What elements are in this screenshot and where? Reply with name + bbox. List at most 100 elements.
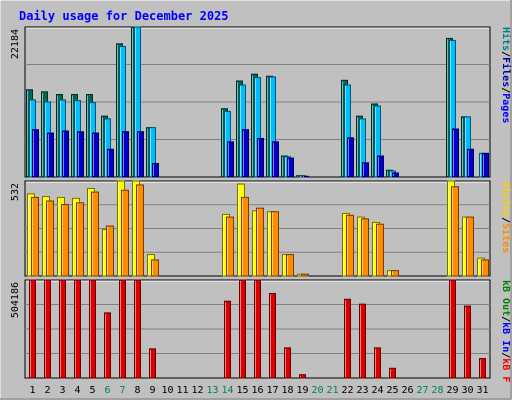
panel-hits-ymax-label: 22184 [10,29,21,59]
panel-visits-legend-text: Visits/Sites [500,181,512,253]
legend-hits: Hits [500,27,512,51]
bar-visits-sites-day-31 [481,259,489,277]
bar-visits-sites-day-5 [91,191,99,277]
legend-separator: / [500,87,511,93]
bar-hits-pages-day-4 [77,131,84,178]
chart-title: Daily usage for December 2025 [19,9,229,23]
bar-visits-sites-day-23 [361,218,369,277]
x-tick-day-30: 30 [461,385,473,396]
x-tick-day-3: 3 [59,385,65,396]
bar-kbytes-kb-f-day-30 [464,305,471,379]
x-tick-day-6: 6 [104,385,110,396]
x-tick-day-19: 19 [296,385,308,396]
bar-kbytes-kb-f-day-23 [359,303,366,379]
x-tick-day-10: 10 [161,385,173,396]
legend-sites: Sites [500,223,512,253]
legend-kb-out: kB Out [500,280,511,316]
bar-visits-sites-day-15 [241,196,249,277]
bar-kbytes-kb-f-day-24 [374,347,381,379]
panel-hits-legend: Hits/Files/Pages [500,27,512,123]
x-tick-day-2: 2 [44,385,50,396]
x-tick-day-14: 14 [221,385,233,396]
panel-visits-ymax-label: 532 [10,183,21,201]
bar-kbytes-kb-f-day-17 [269,292,276,379]
bar-kbytes-kb-f-day-9 [149,348,156,379]
bar-visits-sites-day-14 [226,216,234,277]
bar-hits-pages-day-25 [392,172,399,178]
legend-visits: Visits [500,181,512,217]
bar-kbytes-kb-f-day-31 [479,358,486,379]
bar-visits-sites-day-16 [256,207,264,277]
bar-visits-sites-day-29 [451,186,459,277]
x-tick-day-26: 26 [401,385,413,396]
bar-hits-pages-day-29 [452,128,459,178]
bar-kbytes-kb-f-day-1 [29,279,36,379]
x-tick-day-25: 25 [386,385,398,396]
bar-visits-sites-day-19 [301,273,309,277]
x-tick-day-24: 24 [371,385,383,396]
bar-visits-sites-day-8 [136,184,144,277]
bar-visits-sites-day-30 [466,216,474,277]
bar-kbytes-kb-f-day-22 [344,298,351,379]
bar-hits-pages-day-31 [482,152,489,178]
x-tick-day-20: 20 [311,385,323,396]
bar-visits-sites-day-2 [46,200,54,277]
bar-hits-pages-day-7 [122,131,129,178]
bar-visits-sites-day-4 [76,202,84,277]
x-tick-day-4: 4 [74,385,80,396]
panel-kbytes: 504186 kB Out/kB In/kB F [10,279,511,382]
bar-kbytes-kb-f-day-6 [104,312,111,379]
bar-hits-pages-day-16 [257,137,264,178]
bar-kbytes-kb-f-day-3 [59,279,66,379]
panel-kbytes-legend-text: kB Out/kB In/kB F [500,280,511,382]
panel-visits: 532 Visits/Sites [10,180,512,277]
x-tick-day-16: 16 [251,385,263,396]
x-tick-day-23: 23 [356,385,368,396]
x-tick-day-8: 8 [134,385,140,396]
panel-hits-legend-text: Hits/Files/Pages [500,27,512,123]
x-tick-day-31: 31 [476,385,488,396]
legend-kb-in: kB In [500,322,511,352]
series-pages [32,128,489,178]
bar-kbytes-kb-f-day-19 [299,374,306,379]
x-tick-day-28: 28 [431,385,443,396]
bar-kbytes-kb-f-day-15 [239,279,246,379]
x-tick-day-18: 18 [281,385,293,396]
bar-visits-sites-day-18 [286,254,294,277]
bar-hits-pages-day-2 [47,132,54,178]
bar-kbytes-kb-f-day-16 [254,279,261,379]
x-tick-day-17: 17 [266,385,278,396]
x-tick-day-21: 21 [326,385,338,396]
bar-hits-pages-day-24 [377,155,384,178]
bar-hits-pages-day-17 [272,141,279,178]
x-tick-day-12: 12 [191,385,203,396]
x-axis-labels: 1 2 3 4 5 6 7 8 9 10 11 12 13 14 15 16 17 18 19 20 21 22 23 24 2… [29,385,488,396]
bar-kbytes-kb-f-day-5 [89,279,96,379]
legend-separator: / [500,316,511,322]
bar-hits-pages-day-6 [107,148,114,178]
bar-hits-pages-day-1 [32,129,39,178]
series-sites [31,184,489,277]
bar-kbytes-kb-f-day-4 [74,279,81,379]
bar-kbytes-kb-f-day-29 [449,279,456,379]
bar-hits-pages-day-30 [467,148,474,178]
bar-hits-pages-day-8 [137,131,144,178]
legend-files: Files [500,57,512,87]
bar-kbytes-kb-f-day-25 [389,367,396,379]
panel-hits: 22184 Hits/Files/Pages [10,26,512,178]
bar-kbytes-kb-f-day-8 [134,279,141,379]
x-tick-day-15: 15 [236,385,248,396]
bar-visits-sites-day-17 [271,211,279,277]
series-kb-f [29,279,486,379]
panel-kbytes-legend: kB Out/kB In/kB F [500,280,511,382]
bar-kbytes-kb-f-day-2 [44,279,51,379]
legend-kb-f: kB F [500,358,511,382]
x-tick-day-27: 27 [416,385,428,396]
x-tick-day-5: 5 [89,385,95,396]
bar-hits-pages-day-14 [227,141,234,178]
bar-visits-sites-day-6 [106,225,114,277]
panel-kbytes-ymax-label: 504186 [10,282,21,318]
legend-separator: / [500,51,511,57]
